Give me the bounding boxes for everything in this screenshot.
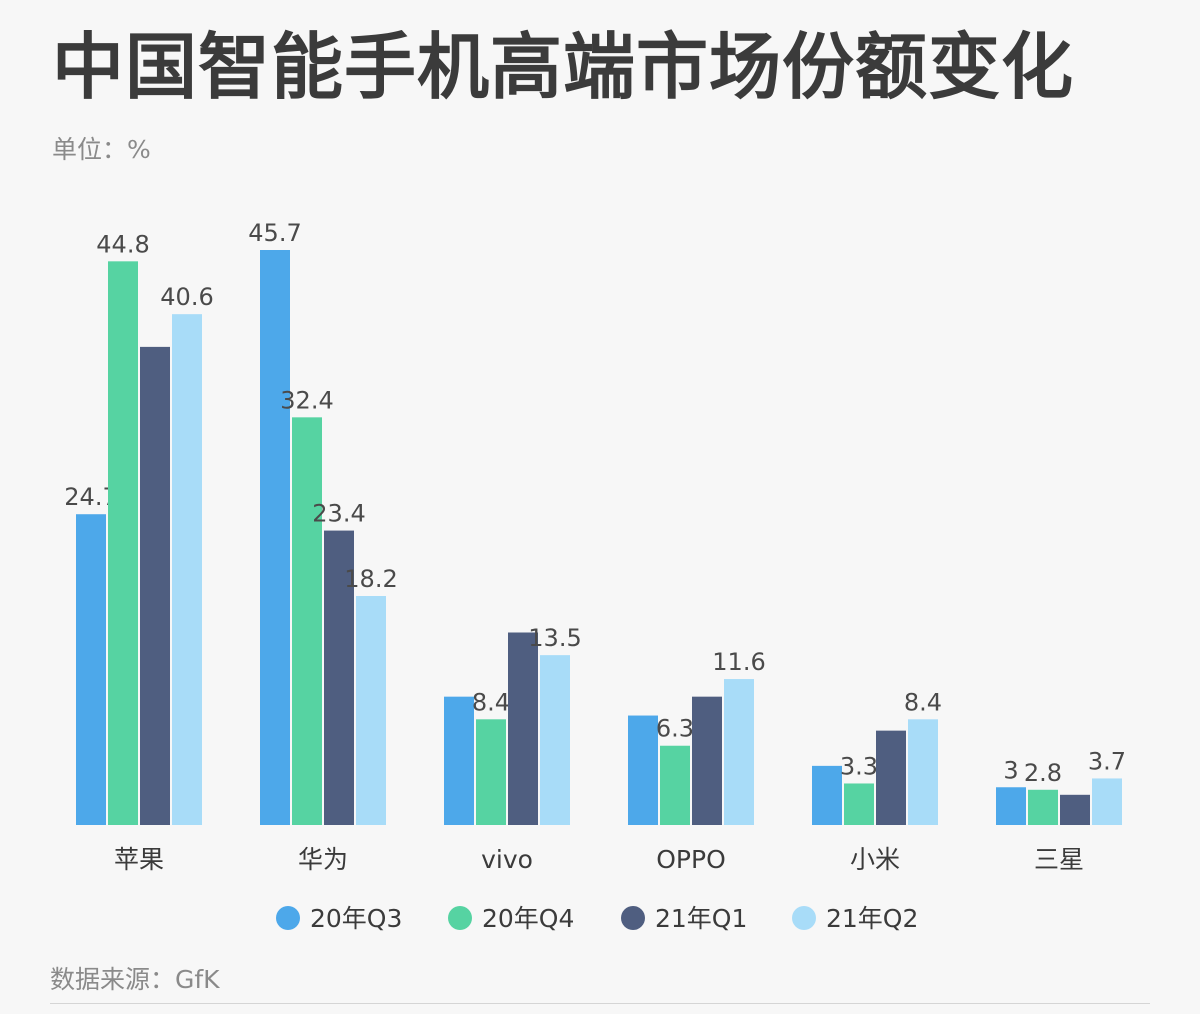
category-label-4: 小米 (850, 845, 900, 874)
bar-group-2: 8.4 13.5 vivo (444, 624, 582, 874)
category-label-2: vivo (481, 845, 533, 874)
bar-5-0 (996, 787, 1026, 825)
bar-1-2 (324, 530, 354, 825)
data-label-4-3: 8.4 (904, 688, 942, 716)
data-label-5-3: 3.7 (1088, 747, 1126, 775)
bar-0-3 (172, 314, 202, 825)
legend-swatch-1 (448, 906, 472, 930)
bar-1-0 (260, 250, 290, 825)
bar-group-4: 3.3 8.4 小米 (812, 688, 942, 874)
legend-item-0: 20年Q3 (276, 904, 402, 933)
legend-label-3: 21年Q2 (826, 904, 918, 933)
category-label-1: 华为 (298, 845, 348, 874)
legend-label-2: 21年Q1 (655, 904, 747, 933)
bar-group-1: 45.7 32.4 23.4 18.2 华为 (248, 219, 397, 874)
bar-2-2 (508, 632, 538, 825)
bar-2-3 (540, 655, 570, 825)
data-label-2-3: 13.5 (528, 624, 581, 652)
legend-label-0: 20年Q3 (310, 904, 402, 933)
data-label-4-1: 3.3 (840, 752, 878, 780)
data-label-2-1: 8.4 (472, 688, 510, 716)
bar-3-0 (628, 715, 658, 825)
category-label-5: 三星 (1034, 845, 1084, 874)
category-label-0: 苹果 (114, 845, 164, 874)
chart-title: 中国智能手机高端市场份额变化 (52, 25, 1075, 109)
bar-1-1 (292, 417, 322, 825)
data-label-5-0: 3 (1003, 756, 1018, 784)
bar-3-3 (724, 679, 754, 825)
legend-swatch-3 (792, 906, 816, 930)
bar-4-2 (876, 730, 906, 825)
bar-2-1 (476, 719, 506, 825)
bar-1-3 (356, 596, 386, 825)
bar-4-1 (844, 783, 874, 825)
legend-swatch-0 (276, 906, 300, 930)
bar-0-2 (140, 346, 170, 825)
data-label-1-1: 32.4 (280, 386, 333, 414)
bar-group-3: 6.3 11.6 OPPO (628, 648, 766, 874)
legend-item-3: 21年Q2 (792, 904, 918, 933)
bar-5-1 (1028, 789, 1058, 825)
legend-label-1: 20年Q4 (482, 904, 574, 933)
bar-group-5: 3 2.8 3.7 三星 (996, 747, 1126, 874)
unit-label: 单位：% (52, 135, 151, 164)
bar-0-1 (108, 261, 138, 825)
bar-5-3 (1092, 778, 1122, 825)
data-label-1-0: 45.7 (248, 219, 301, 247)
legend-swatch-2 (621, 906, 645, 930)
legend-item-1: 20年Q4 (448, 904, 574, 933)
bar-3-1 (660, 745, 690, 825)
bar-5-2 (1060, 794, 1090, 825)
bar-3-2 (692, 696, 722, 825)
source-note: 数据来源：GfK (50, 965, 220, 994)
data-label-0-1: 44.8 (96, 230, 149, 258)
bar-group-0: 24.744.840.6苹果 (64, 230, 213, 874)
data-label-3-1: 6.3 (656, 715, 694, 743)
bar-4-3 (908, 719, 938, 825)
data-label-0-3: 40.6 (160, 283, 213, 311)
data-label-1-2: 23.4 (312, 500, 365, 528)
data-label-5-1: 2.8 (1024, 759, 1062, 787)
data-label-1-3: 18.2 (344, 565, 397, 593)
bottom-divider (50, 1003, 1150, 1004)
bar-0-0 (76, 514, 106, 825)
category-label-3: OPPO (656, 845, 726, 874)
bar-4-0 (812, 765, 842, 825)
legend-item-2: 21年Q1 (621, 904, 747, 933)
bar-2-0 (444, 696, 474, 825)
data-label-3-3: 11.6 (712, 648, 765, 676)
